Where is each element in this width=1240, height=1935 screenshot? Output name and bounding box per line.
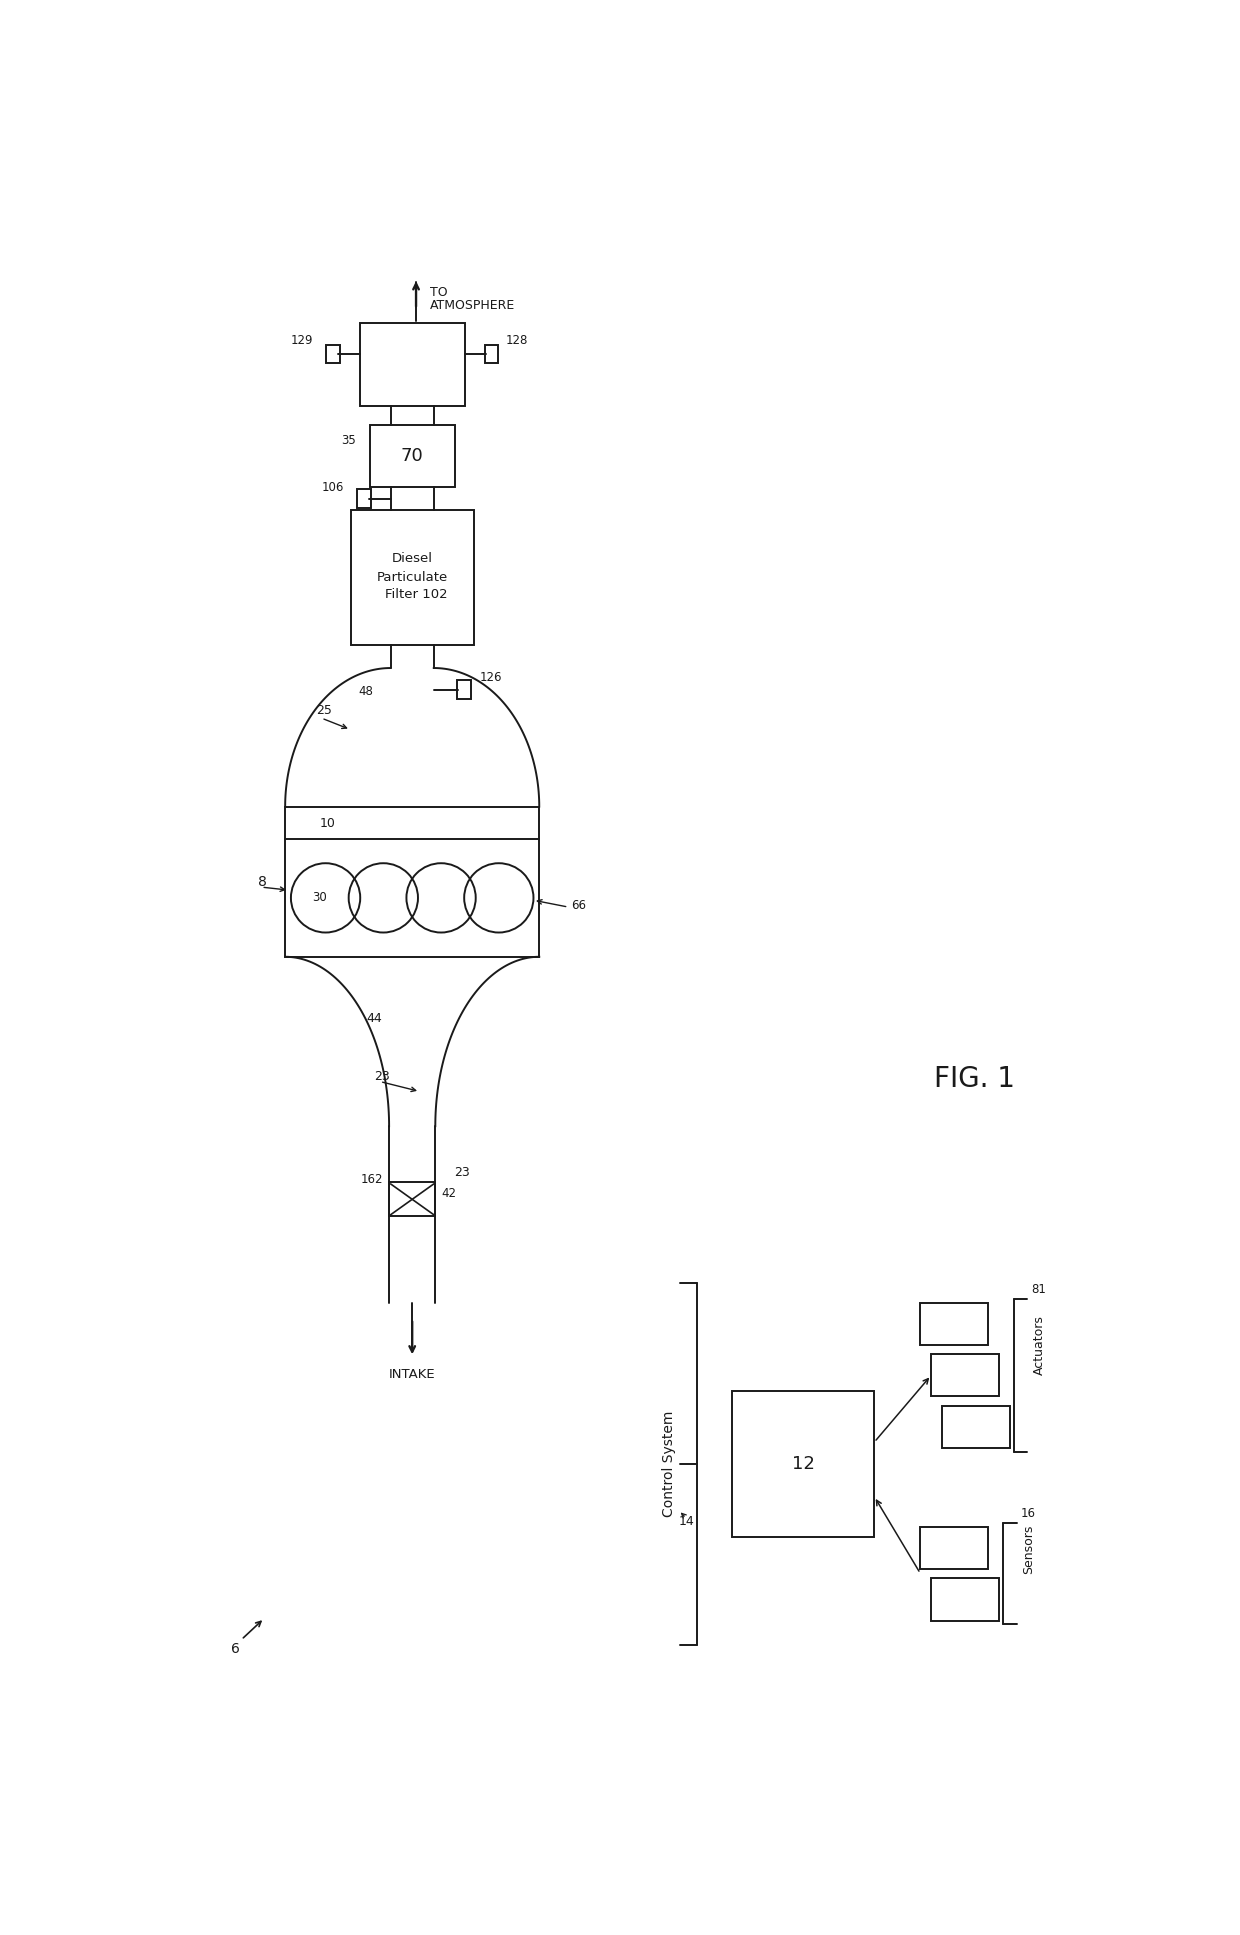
Bar <box>920 1527 988 1569</box>
Text: 81: 81 <box>1032 1283 1047 1296</box>
Text: TO: TO <box>430 286 448 298</box>
Text: ATMOSPHERE: ATMOSPHERE <box>430 298 515 312</box>
Text: Actuators: Actuators <box>1033 1316 1047 1376</box>
Bar <box>351 511 474 644</box>
Bar <box>931 1354 999 1397</box>
Text: 30: 30 <box>312 892 327 904</box>
Text: 8: 8 <box>258 875 267 890</box>
Text: 44: 44 <box>366 1012 382 1026</box>
Text: 16: 16 <box>1021 1507 1035 1521</box>
Text: INTAKE: INTAKE <box>389 1368 435 1380</box>
Bar <box>942 1405 1009 1447</box>
Text: 6: 6 <box>231 1643 241 1656</box>
Text: Sensors: Sensors <box>1023 1525 1035 1573</box>
Text: 66: 66 <box>572 900 587 911</box>
Text: 14: 14 <box>678 1515 694 1529</box>
Text: 35: 35 <box>341 433 356 447</box>
Text: 25: 25 <box>316 704 332 716</box>
Bar <box>456 681 471 699</box>
Bar <box>360 323 465 406</box>
Text: 70: 70 <box>401 447 424 464</box>
Text: Filter 102: Filter 102 <box>384 588 448 602</box>
Text: 23: 23 <box>373 1070 389 1082</box>
Bar <box>389 1182 435 1217</box>
Text: 42: 42 <box>441 1186 456 1200</box>
Text: 126: 126 <box>480 671 502 683</box>
Bar <box>485 344 498 364</box>
Bar <box>370 426 455 488</box>
Bar <box>920 1302 988 1345</box>
Text: 23: 23 <box>455 1167 470 1178</box>
Text: Particulate: Particulate <box>377 571 448 584</box>
Bar <box>732 1391 874 1536</box>
Text: 128: 128 <box>506 333 528 346</box>
Bar <box>931 1579 999 1620</box>
Text: Diesel: Diesel <box>392 551 433 565</box>
Text: 129: 129 <box>291 333 314 346</box>
Text: 162: 162 <box>361 1173 383 1186</box>
Text: 10: 10 <box>320 817 336 830</box>
Text: 48: 48 <box>358 685 373 699</box>
Bar <box>357 490 371 507</box>
Text: Control System: Control System <box>662 1411 676 1517</box>
Bar <box>285 807 539 956</box>
Bar <box>326 344 340 364</box>
Text: FIG. 1: FIG. 1 <box>934 1064 1014 1093</box>
Text: 106: 106 <box>322 482 345 493</box>
Text: 12: 12 <box>791 1455 815 1473</box>
